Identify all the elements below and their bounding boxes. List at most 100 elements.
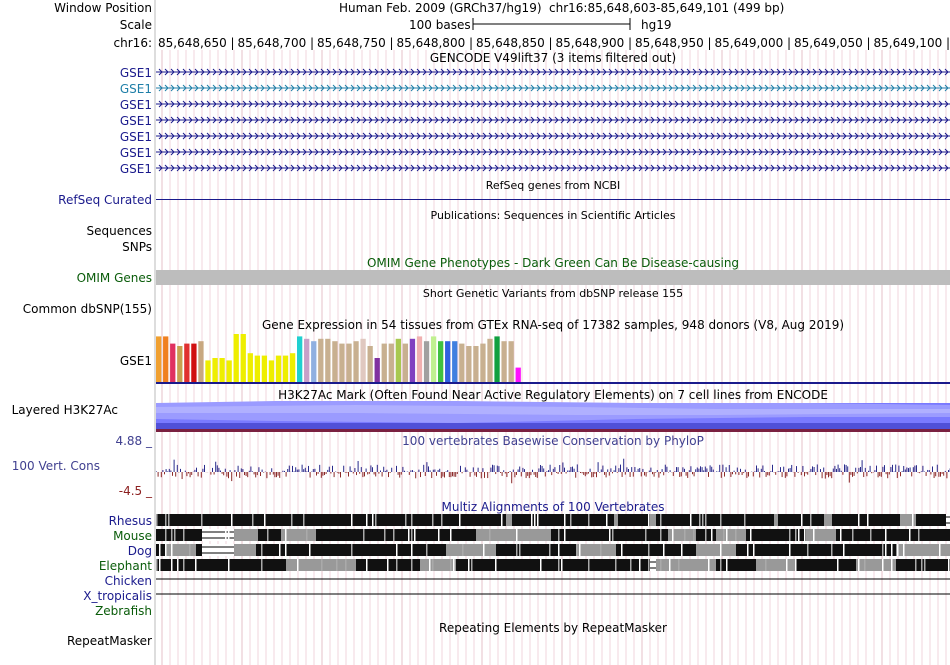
- gencode-gene-models[interactable]: [156, 64, 950, 180]
- multiz-alignment-blocks[interactable]: [156, 513, 950, 620]
- phylop-score-bar: [928, 470, 930, 472]
- strand-arrow: [326, 132, 331, 140]
- phylop-score-bar: [448, 472, 450, 478]
- multiz-block-partial: [824, 514, 832, 526]
- strand-arrow: [818, 164, 823, 172]
- strand-arrow: [212, 148, 217, 156]
- phylop-score-bar: [826, 472, 828, 476]
- gencode-item-label[interactable]: GSE1: [119, 146, 152, 160]
- dbsnp-track-label[interactable]: Common dbSNP(155): [22, 302, 152, 316]
- strand-arrow: [800, 100, 805, 108]
- gencode-item-label[interactable]: GSE1: [119, 162, 152, 176]
- omim-phenotype-bar[interactable]: [156, 270, 950, 285]
- gencode-item-label[interactable]: GSE1: [119, 66, 152, 80]
- multiz-base-mismatch: [606, 514, 608, 526]
- strand-arrow: [386, 148, 391, 156]
- strand-arrow: [782, 100, 787, 108]
- strand-arrow: [218, 68, 223, 76]
- phylop-score-bar: [885, 472, 887, 475]
- multiz-species-label[interactable]: Zebrafish: [95, 604, 152, 618]
- strand-arrow: [530, 68, 535, 76]
- strand-arrow: [200, 84, 205, 92]
- multiz-block-partial: [234, 544, 256, 556]
- multiz-base-mismatch: [165, 514, 167, 526]
- strand-arrow: [218, 164, 223, 172]
- phylop-score-bar: [869, 465, 871, 472]
- strand-arrow: [512, 148, 517, 156]
- strand-arrow: [878, 84, 883, 92]
- publications-sequences-label[interactable]: Sequences: [86, 224, 152, 238]
- multiz-base-mismatch: [321, 559, 323, 571]
- phylop-score-bar: [165, 469, 167, 472]
- gtex-track-label[interactable]: GSE1: [119, 354, 152, 368]
- multiz-species-label[interactable]: Elephant: [98, 559, 152, 573]
- strand-arrow: [242, 84, 247, 92]
- gencode-item-label[interactable]: GSE1: [119, 82, 152, 96]
- phylop-score-bar: [338, 472, 340, 474]
- multiz-species-label[interactable]: Chicken: [104, 574, 152, 588]
- phylop-score-bar: [847, 466, 849, 472]
- strand-arrow: [164, 84, 169, 92]
- phylop-score-bar: [239, 472, 241, 478]
- gtex-expression-chart[interactable]: [156, 333, 950, 385]
- phylop-score-bar: [805, 472, 807, 474]
- refseq-gene-line[interactable]: [156, 199, 950, 200]
- phylop-score-bar: [447, 470, 449, 472]
- strand-arrow: [266, 116, 271, 124]
- strand-arrow: [722, 68, 727, 76]
- strand-arrow: [710, 100, 715, 108]
- strand-arrow: [776, 164, 781, 172]
- strand-arrow: [656, 132, 661, 140]
- strand-arrow: [860, 84, 865, 92]
- h3k27ac-track-label[interactable]: Layered H3K27Ac: [11, 403, 118, 417]
- phylop-score-bar: [930, 472, 932, 475]
- phylop-score-bar: [172, 472, 173, 476]
- publications-snps-label[interactable]: SNPs: [122, 240, 152, 254]
- phylop-score-bar: [500, 472, 501, 473]
- strand-arrow: [320, 84, 325, 92]
- strand-arrow: [902, 148, 907, 156]
- strand-arrow: [932, 132, 937, 140]
- gtex-tissue-bar: [353, 341, 359, 382]
- multiz-species-label[interactable]: Dog: [127, 544, 152, 558]
- strand-arrow: [884, 132, 889, 140]
- multiz-block-partial: [900, 514, 916, 526]
- genome-browser-track-image[interactable]: Human Feb. 2009 (GRCh37/hg19) chr16:85,6…: [156, 0, 950, 665]
- multiz-species-label[interactable]: Mouse: [113, 529, 152, 543]
- phylop-score-bar: [298, 469, 300, 472]
- omim-track-label[interactable]: OMIM Genes: [76, 271, 152, 285]
- strand-arrow: [914, 132, 919, 140]
- strand-arrow: [614, 100, 619, 108]
- multiz-base-mismatch: [345, 559, 347, 571]
- repeatmasker-track-label[interactable]: RepeatMasker: [66, 634, 152, 648]
- refseq-track-label[interactable]: RefSeq Curated: [58, 193, 152, 207]
- phylop-conservation-plot[interactable]: [156, 448, 950, 502]
- phylop-score-bar: [402, 466, 404, 472]
- strand-arrow: [350, 68, 355, 76]
- phylop-score-bar: [684, 468, 685, 472]
- phylop-score-bar: [519, 466, 521, 472]
- phylop-score-bar: [823, 467, 825, 472]
- gencode-item-label[interactable]: GSE1: [119, 98, 152, 112]
- strand-arrow: [806, 132, 811, 140]
- strand-arrow: [638, 84, 643, 92]
- phylop-score-bar: [783, 466, 785, 472]
- gtex-tissue-bar: [261, 355, 268, 382]
- phylop-score-bar: [780, 467, 781, 472]
- gencode-item-label[interactable]: GSE1: [119, 130, 152, 144]
- h3k27ac-signal[interactable]: [156, 401, 950, 433]
- gencode-item-label[interactable]: GSE1: [119, 114, 152, 128]
- multiz-base-mismatch: [726, 559, 728, 571]
- multiz-species-label[interactable]: X_tropicalis: [83, 589, 152, 603]
- multiz-base-mismatch: [405, 514, 407, 526]
- multiz-base-mismatch: [183, 529, 185, 541]
- phylop-score-bar: [460, 465, 461, 472]
- strand-arrow: [902, 116, 907, 124]
- multiz-species-label[interactable]: Rhesus: [108, 514, 152, 528]
- strand-arrow: [536, 116, 541, 124]
- phylop-track-label[interactable]: 100 Vert. Cons: [11, 459, 100, 473]
- phylop-score-bar: [384, 470, 386, 472]
- strand-arrow: [164, 132, 169, 140]
- strand-arrow: [398, 68, 403, 76]
- strand-arrow: [728, 84, 733, 92]
